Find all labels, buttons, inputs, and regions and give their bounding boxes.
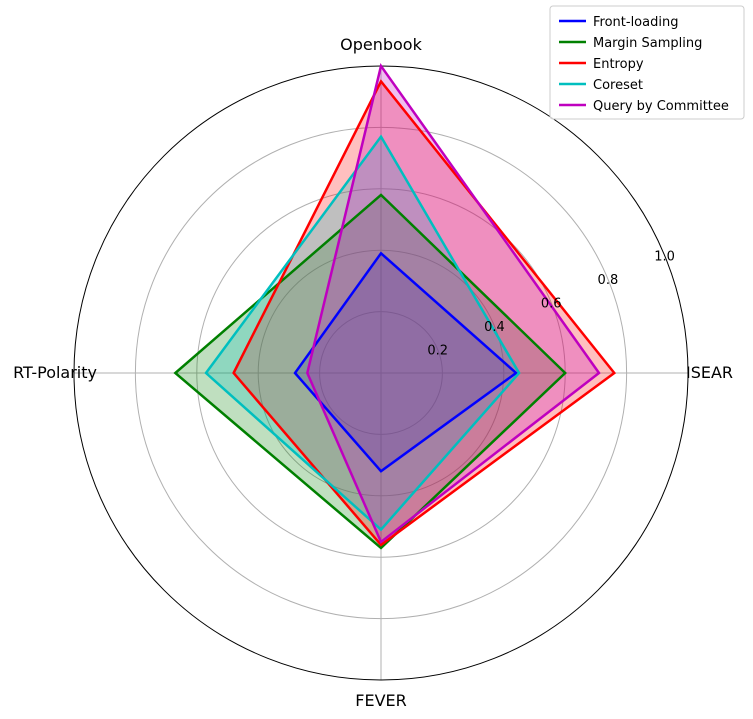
series-area-0: [295, 253, 517, 472]
legend-label: Front-loading: [593, 15, 678, 30]
series-area-2: [233, 81, 615, 545]
axis-label-rt-polarity: RT-Polarity: [13, 363, 97, 382]
series-line-4: [305, 63, 601, 544]
legend-label: Query by Committee: [593, 99, 729, 114]
legend-label: Coreset: [593, 78, 643, 93]
radial-tick-label: 0.6: [541, 297, 562, 312]
series-line-1: [173, 193, 568, 550]
legend: Front-loading Margin Sampling Entropy Cores…: [549, 5, 745, 120]
radial-tick-label: 1.0: [654, 250, 675, 265]
series-areas: [175, 66, 615, 548]
radial-tick-label: 0.8: [598, 273, 619, 288]
series-lines: [173, 63, 617, 550]
series-area-4: [307, 66, 599, 542]
axis-label-isear: ISEAR: [686, 363, 733, 382]
legend-label: Margin Sampling: [593, 36, 702, 51]
series-line-2: [232, 79, 617, 547]
series-line-3: [204, 134, 521, 532]
legend-frame: [549, 5, 745, 120]
radial-tick-label: 0.4: [484, 320, 505, 335]
axis-label-fever: FEVER: [355, 691, 406, 710]
axis-label-openbook: Openbook: [340, 35, 422, 54]
radial-tick-labels: 0.2 0.4 0.6 0.8 1.0: [427, 250, 675, 359]
series-line-0: [293, 251, 519, 473]
radial-tick-label: 0.2: [427, 344, 448, 359]
legend-label: Entropy: [593, 57, 644, 72]
